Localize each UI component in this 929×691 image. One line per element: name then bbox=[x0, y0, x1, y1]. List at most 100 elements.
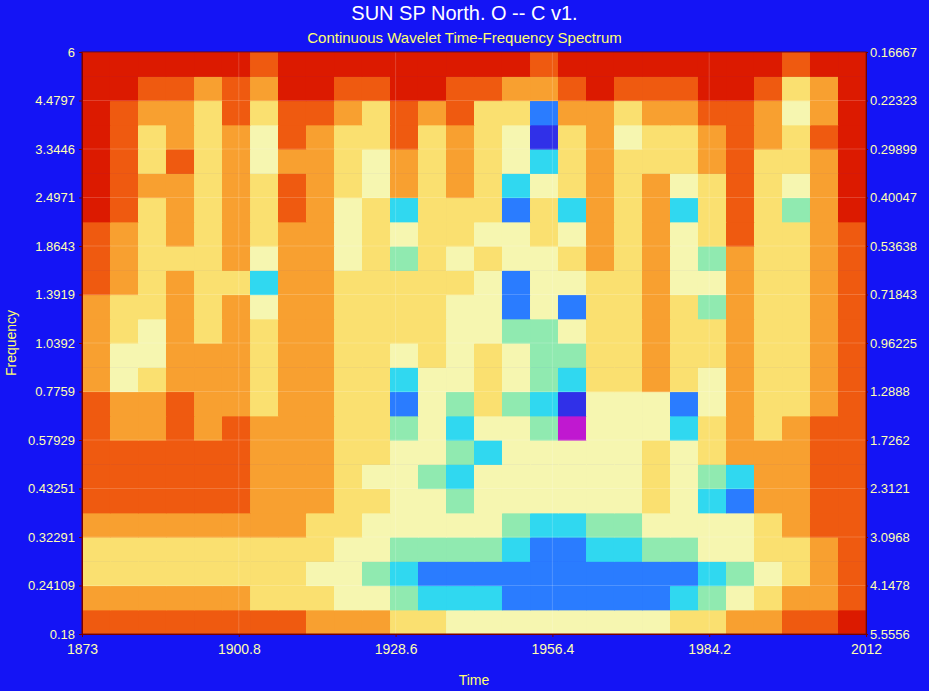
heat-cell bbox=[250, 537, 279, 562]
heat-cell bbox=[306, 52, 335, 77]
heat-cell bbox=[110, 488, 139, 513]
heat-cell bbox=[390, 488, 419, 513]
heat-cell bbox=[418, 561, 447, 586]
heat-cell bbox=[838, 100, 866, 125]
heat-cell bbox=[110, 295, 139, 320]
heat-cell bbox=[698, 561, 727, 586]
heat-cell bbox=[726, 367, 755, 392]
heat-cell bbox=[810, 270, 839, 295]
heat-cell bbox=[698, 149, 727, 174]
heat-cell bbox=[166, 76, 195, 101]
tick: 2.4971 bbox=[35, 190, 82, 205]
tick-label: 0.16667 bbox=[870, 45, 917, 60]
heat-cell bbox=[810, 367, 839, 392]
heat-cell bbox=[586, 125, 615, 150]
tick: 3.3446 bbox=[35, 142, 82, 157]
heat-cell bbox=[586, 561, 615, 586]
heat-cell bbox=[418, 52, 447, 77]
tick-label: 3.0968 bbox=[870, 530, 910, 545]
heat-cell bbox=[278, 440, 307, 465]
heat-cell bbox=[278, 488, 307, 513]
heat-cell bbox=[726, 222, 755, 247]
heat-cell bbox=[558, 561, 587, 586]
heat-cell bbox=[82, 464, 111, 489]
heat-cell bbox=[82, 561, 111, 586]
heat-cell bbox=[642, 76, 671, 101]
heat-cell bbox=[642, 222, 671, 247]
heat-cell bbox=[838, 222, 866, 247]
heat-cell bbox=[250, 197, 279, 222]
heat-cell bbox=[726, 52, 755, 77]
heat-cell bbox=[670, 246, 699, 271]
tick: 0.24109 bbox=[28, 578, 82, 593]
heat-cell bbox=[670, 52, 699, 77]
tick: 1928.6 bbox=[375, 634, 418, 657]
heat-cell bbox=[222, 464, 251, 489]
heat-cell bbox=[558, 440, 587, 465]
heat-cell bbox=[222, 197, 251, 222]
heat-cell bbox=[530, 319, 559, 344]
heat-cell bbox=[390, 610, 419, 634]
tick-label: 5.5556 bbox=[870, 627, 910, 642]
heat-cell bbox=[530, 222, 559, 247]
tick-label: 2.4971 bbox=[35, 190, 75, 205]
heat-cell bbox=[726, 343, 755, 368]
heat-cell bbox=[530, 197, 559, 222]
heat-cell bbox=[614, 295, 643, 320]
heat-cell bbox=[726, 125, 755, 150]
heat-cell bbox=[138, 585, 167, 610]
tick: 2.3121 bbox=[866, 481, 910, 496]
heat-cell bbox=[334, 416, 363, 441]
heat-cell bbox=[446, 488, 475, 513]
heat-cell bbox=[110, 76, 139, 101]
heat-cell bbox=[334, 76, 363, 101]
heat-cell bbox=[110, 100, 139, 125]
heat-cell bbox=[306, 391, 335, 416]
heat-cell bbox=[390, 270, 419, 295]
heat-cell bbox=[446, 52, 475, 77]
axis: 5.55564.14783.09682.31211.72621.28880.96… bbox=[866, 45, 917, 642]
heat-cell bbox=[838, 173, 866, 198]
heat-cell bbox=[278, 561, 307, 586]
heat-cell bbox=[138, 149, 167, 174]
tick-label: 1.8643 bbox=[35, 239, 75, 254]
heat-cell bbox=[782, 440, 811, 465]
heat-cell bbox=[390, 537, 419, 562]
heat-cell bbox=[390, 367, 419, 392]
heat-cell bbox=[726, 513, 755, 538]
heat-cell bbox=[110, 270, 139, 295]
heat-cell bbox=[250, 149, 279, 174]
heat-cell bbox=[446, 464, 475, 489]
heat-cell bbox=[474, 222, 503, 247]
heat-cell bbox=[362, 391, 391, 416]
heat-cell bbox=[502, 295, 531, 320]
heat-cell bbox=[754, 488, 783, 513]
heat-cell bbox=[138, 561, 167, 586]
heat-cell bbox=[586, 149, 615, 174]
heat-cell bbox=[810, 52, 839, 77]
heat-cell bbox=[222, 125, 251, 150]
heat-cell bbox=[530, 561, 559, 586]
heat-cell bbox=[334, 610, 363, 634]
heat-cell bbox=[166, 149, 195, 174]
heat-cell bbox=[250, 513, 279, 538]
tick-label: 0.29899 bbox=[870, 142, 917, 157]
heat-cell bbox=[166, 246, 195, 271]
heat-cell bbox=[810, 222, 839, 247]
heat-cell bbox=[194, 513, 223, 538]
heat-cell bbox=[754, 610, 783, 634]
heat-cell bbox=[278, 319, 307, 344]
heat-cell bbox=[166, 561, 195, 586]
heat-cell bbox=[194, 440, 223, 465]
heat-cell bbox=[474, 52, 503, 77]
heat-cell bbox=[530, 610, 559, 634]
heat-cell bbox=[782, 149, 811, 174]
heat-cell bbox=[474, 537, 503, 562]
heat-cell bbox=[810, 537, 839, 562]
heat-cell bbox=[166, 391, 195, 416]
heat-cell bbox=[614, 197, 643, 222]
heat-cell bbox=[698, 391, 727, 416]
heat-cell bbox=[782, 513, 811, 538]
axis: 18731900.81928.61956.41984.22012 bbox=[67, 634, 882, 657]
heat-cell bbox=[642, 173, 671, 198]
